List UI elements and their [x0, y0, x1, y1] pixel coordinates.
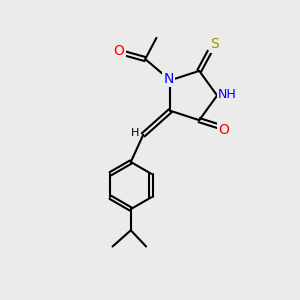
Text: N: N — [164, 72, 174, 86]
Text: NH: NH — [218, 88, 237, 100]
Text: O: O — [218, 124, 229, 137]
Text: S: S — [211, 38, 219, 51]
Text: O: O — [113, 44, 124, 58]
Text: H: H — [131, 128, 139, 138]
